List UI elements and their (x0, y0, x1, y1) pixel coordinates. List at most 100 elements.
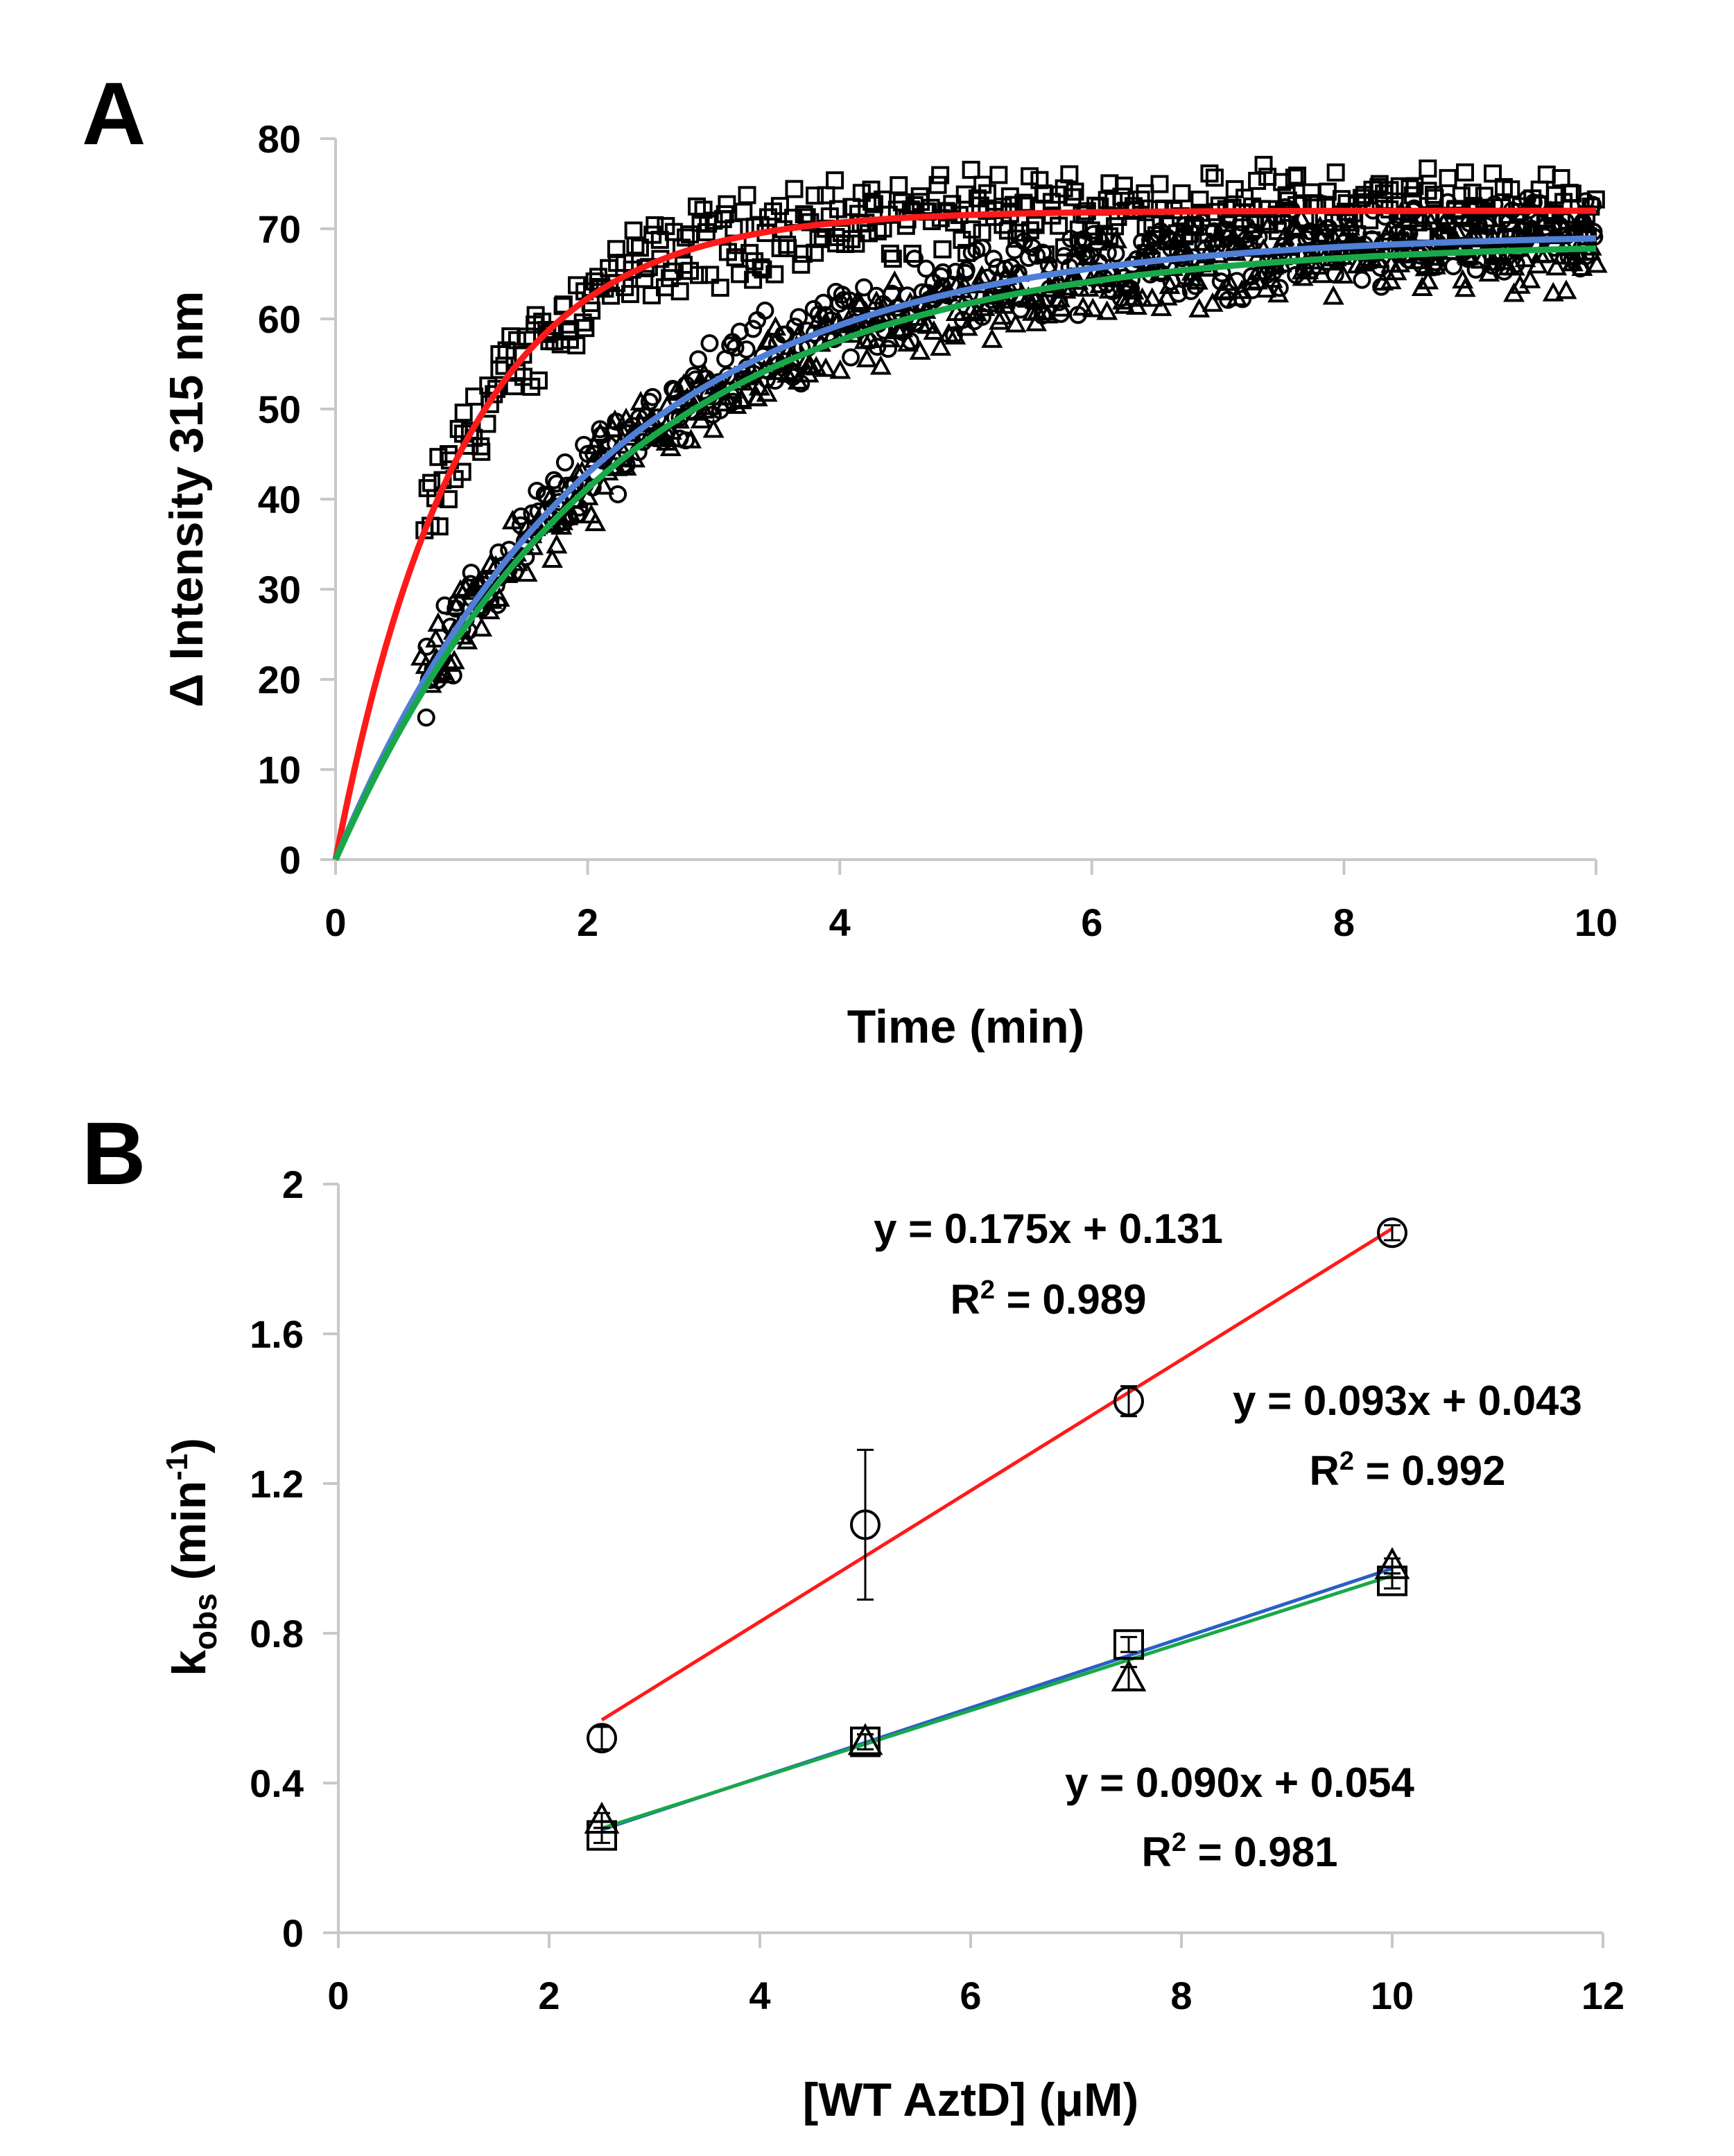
panel-b-fit-lines (600, 1227, 1394, 1832)
panel-a-data-point-triangle (1255, 278, 1277, 298)
panel-a-data-point-square (770, 197, 789, 216)
panel-a-data-point-square (754, 260, 772, 279)
panel-b-data-point-squares (1113, 1629, 1144, 1660)
panel-a-data-point-triangle (1509, 226, 1532, 246)
panel-a-data-point-square (738, 186, 756, 205)
panel-a-data-point-circle (1133, 233, 1152, 252)
panel-a-data-point-triangle (1514, 247, 1536, 268)
panel-a-data-point-square (881, 244, 899, 263)
panel-a-data-point-triangle (892, 318, 914, 338)
panel-b-x-tick-label: 8 (1170, 1974, 1192, 2017)
panel-a-data-point-triangle (1322, 285, 1344, 305)
panel-a-data-point-square (1060, 165, 1079, 184)
panel-a-data-point-square (957, 243, 976, 262)
panel-a-data-point-circle (1233, 290, 1252, 308)
panel-a-x-ticks: 0 2 4 6 8 10 (324, 860, 1618, 944)
panel-a-data-point-triangle (634, 399, 657, 419)
panel-b-y-tick-label: 0 (282, 1911, 304, 1955)
panel-a-data-point-triangle (1076, 245, 1098, 266)
panel-a-data-point-triangle (1072, 296, 1094, 316)
panel-a-data-point-triangle (1032, 288, 1055, 308)
panel-a-data-point-triangle (956, 316, 978, 336)
panel-a-data-point-triangle (478, 600, 501, 620)
panel-a-data-point-square (626, 236, 645, 255)
panel-a-data-point-square (1405, 177, 1424, 195)
panel-a-data-point-square (681, 261, 700, 280)
panel-a-data-point-triangle (930, 336, 952, 356)
panel-b-fit-line-triangles (601, 1574, 1393, 1830)
panel-b-data-point-circles (587, 1723, 617, 1754)
panel-a-data-point-triangle (1287, 218, 1309, 238)
panel-a-data-point-triangle (615, 408, 637, 428)
panel-a-data-point-triangle (1586, 253, 1608, 273)
panel-a-data-point-triangle (981, 328, 1003, 348)
panel-a-data-point-circle (1074, 229, 1093, 248)
panel-a-data-point-triangle (960, 299, 982, 320)
panel-a-y-tick-label: 50 (258, 388, 301, 431)
panel-a-data-point-triangle (1213, 281, 1235, 301)
panel-b-x-ticks: 0 2 4 6 8 10 12 (327, 1933, 1624, 2017)
panel-a-data-point-square (1248, 171, 1267, 190)
panel-a-data-point-triangle (1247, 260, 1269, 280)
panel-b-y-tick-label: 1.2 (250, 1462, 304, 1506)
panel-a: A 0 10 20 30 40 50 60 70 80 0 2 4 6 8 10 Time (min) Δ… (82, 64, 1618, 1053)
panel-a-data-point-square (624, 221, 643, 240)
panel-b-data-point-triangles (584, 1801, 620, 1834)
panel-a-data-point-circle (984, 250, 1003, 268)
panel-a-data-point-circle (957, 261, 976, 279)
panel-a-data-point-triangle (869, 355, 892, 375)
panel-b-error-bar (593, 1725, 610, 1750)
panel-a-data-point-circle (973, 238, 991, 257)
panel-a-data-point-circle (547, 474, 566, 493)
panel-a-data-point-triangle (461, 580, 483, 600)
panel-a-data-point-triangle (1339, 216, 1361, 236)
panel-a-data-point-triangle (1122, 279, 1145, 300)
panel-a-data-point-square (931, 166, 950, 184)
panel-a-data-point-square (978, 184, 996, 202)
panel-a-data-point-triangle (1380, 270, 1402, 290)
panel-a-data-point-triangle (1353, 252, 1376, 272)
panel-a-data-point-triangle (725, 394, 747, 414)
panel-a-data-point-triangle (1520, 216, 1543, 236)
panel-a-data-point-triangle (883, 270, 905, 290)
panel-a-data-point-triangle (1258, 214, 1280, 234)
panel-a-data-point-triangle (1575, 213, 1597, 234)
panel-b-error-bar (1120, 1635, 1137, 1653)
panel-a-data-point-triangle (1561, 252, 1584, 272)
panel-a-data-point-triangle (1156, 286, 1178, 306)
panel-a-data-point-triangle (1570, 211, 1592, 232)
panel-b-x-tick-label: 2 (538, 1974, 560, 2017)
panel-b-x-axis-title: [WT AztD] (μM) (803, 2074, 1139, 2126)
panel-a-data-point-triangle (584, 511, 607, 532)
panel-a-data-point-square (1484, 164, 1502, 183)
panel-a-y-tick-label: 40 (258, 478, 301, 521)
panel-a-data-point-square (554, 295, 573, 314)
panel-a-data-point-triangle (1309, 216, 1331, 236)
panel-a-y-tick-label: 60 (258, 297, 301, 341)
panel-a-data-point-square (1502, 180, 1520, 199)
panel-a-data-point-triangle (856, 347, 878, 367)
panel-a-data-point-triangle (1188, 297, 1211, 318)
panel-a-data-point-square (962, 220, 981, 238)
panel-a-data-point-triangle (1427, 238, 1449, 259)
panel-a-data-point-square (1563, 184, 1581, 203)
panel-a-data-point-triangle (1346, 254, 1369, 274)
panel-a-data-point-square (454, 403, 473, 422)
panel-b-x-tick-label: 0 (327, 1974, 349, 2017)
panel-a-data-point-triangle (1091, 225, 1113, 245)
panel-a-data-point-triangle (1202, 292, 1224, 312)
panel-a-data-point-square (1066, 182, 1084, 201)
panel-b-data-point-circles (1113, 1386, 1144, 1417)
panel-a-data-point-square (1021, 167, 1039, 186)
panel-a-data-point-circle (842, 348, 860, 367)
panel-a-data-point-triangle (541, 548, 563, 568)
panel-a-data-point-triangle (1066, 238, 1089, 258)
panel-a-data-point-triangle (1407, 250, 1430, 270)
panel-a-data-point-triangle (1290, 207, 1312, 227)
panel-a-data-point-triangle (1527, 254, 1549, 274)
panel-a-data-point-triangle (887, 319, 909, 340)
panel-a-data-point-square (1254, 155, 1273, 174)
panel-a-x-axis-title: Time (min) (847, 1000, 1085, 1053)
panel-a-data-point-triangle (1098, 279, 1120, 299)
